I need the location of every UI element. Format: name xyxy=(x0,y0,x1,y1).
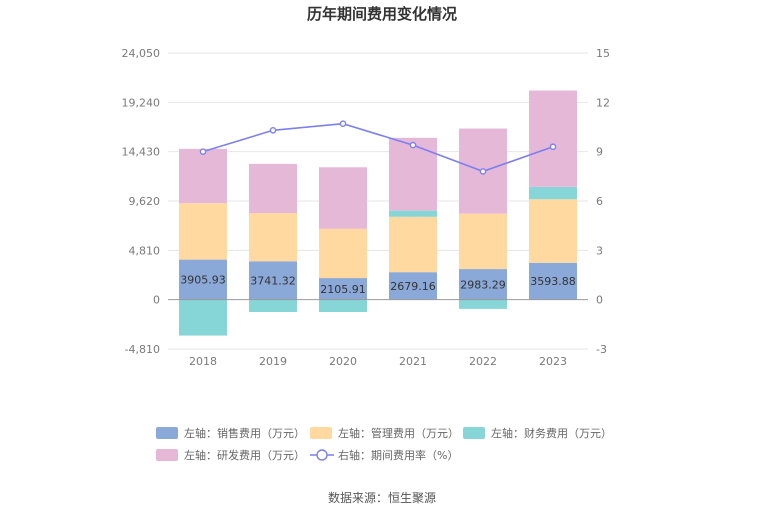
bar-segment xyxy=(529,90,577,187)
bar-data-label: 2105.91 xyxy=(320,283,366,296)
left-axis-tick-label: 24,050 xyxy=(122,47,161,60)
bar-segment xyxy=(179,203,227,260)
bar-segment xyxy=(179,148,227,204)
left-axis-tick-label: 19,240 xyxy=(122,96,161,109)
line-series-point xyxy=(549,143,557,151)
bar-segment xyxy=(179,299,227,336)
right-axis-tick-label: 3 xyxy=(596,244,603,257)
x-axis-tick-label: 2020 xyxy=(329,355,357,368)
x-axis-tick-label: 2019 xyxy=(259,355,287,368)
left-axis-tick-label: 14,430 xyxy=(122,146,161,159)
line-series-point xyxy=(409,141,417,149)
bar-segment xyxy=(319,278,367,300)
legend-swatch-icon xyxy=(463,427,485,439)
bar-segment xyxy=(319,228,367,279)
right-axis-tick-label: 12 xyxy=(596,96,610,109)
x-axis-tick-label: 2021 xyxy=(399,355,427,368)
x-axis-tick-label: 2023 xyxy=(539,355,567,368)
line-series-point xyxy=(269,126,277,134)
bar-data-label: 3905.93 xyxy=(180,274,226,287)
bar-segment xyxy=(459,269,507,300)
legend-swatch-icon xyxy=(156,427,178,439)
right-axis-tick-label: 9 xyxy=(596,146,603,159)
bar-segment xyxy=(389,210,437,217)
legend-label: 左轴：研发费用（万元） xyxy=(184,448,305,462)
right-axis-tick-label: 15 xyxy=(596,47,610,60)
legend-swatch-icon xyxy=(156,449,178,461)
left-axis-tick-label: 4,810 xyxy=(129,244,161,257)
source-note: 数据来源：恒生聚源 xyxy=(328,490,436,505)
legend-label: 左轴：销售费用（万元） xyxy=(184,426,305,440)
line-series-point xyxy=(479,168,487,175)
bar-segment xyxy=(529,262,577,300)
bar-segment xyxy=(249,261,297,300)
bar-segment xyxy=(389,216,437,273)
legend-label: 左轴：财务费用（万元） xyxy=(491,426,612,440)
bar-segment xyxy=(249,299,297,312)
right-axis-tick-label: -3 xyxy=(596,343,607,356)
x-axis-tick-label: 2018 xyxy=(189,355,217,368)
bars-layer: 3905.93 3741.32 2105.91 2679.16 2983.29 3593.… xyxy=(179,90,577,336)
bar-segment xyxy=(319,299,367,312)
right-axis-tick-label: 0 xyxy=(596,294,603,307)
axes-layer: 24,050 15 19,240 12 14,430 9 9,620 6 4,810 3 0 0 -4,… xyxy=(122,47,611,368)
bar-data-label: 2679.16 xyxy=(390,280,436,293)
bar-segment xyxy=(459,299,507,309)
legend-marker-icon xyxy=(316,449,328,461)
legend-swatch-icon xyxy=(310,427,332,439)
line-series-point xyxy=(339,120,347,128)
bar-segment xyxy=(179,259,227,300)
bar-segment xyxy=(249,163,297,214)
bar-segment xyxy=(529,186,577,200)
bar-segment xyxy=(389,137,437,211)
bar-segment xyxy=(319,167,367,229)
legend-label: 右轴：期间费用率（%） xyxy=(338,448,458,462)
bar-data-label: 3741.32 xyxy=(250,274,296,287)
bar-segment xyxy=(249,213,297,262)
legend-label: 左轴：管理费用（万元） xyxy=(338,426,459,440)
legend: 左轴：销售费用（万元） 左轴：管理费用（万元） 左轴：财务费用（万元） 左轴：研发费用… xyxy=(156,426,612,462)
bar-segment xyxy=(389,272,437,300)
bar-segment xyxy=(529,199,577,263)
x-axis-tick-label: 2022 xyxy=(469,355,497,368)
line-layer xyxy=(199,120,557,175)
bar-data-label: 2983.29 xyxy=(460,278,506,291)
grid-layer xyxy=(168,52,588,350)
left-axis-tick-label: 9,620 xyxy=(129,195,161,208)
bar-data-label: 3593.88 xyxy=(530,275,576,288)
line-series-point xyxy=(199,148,207,155)
bar-segment xyxy=(459,213,507,270)
left-axis-tick-label: 0 xyxy=(153,294,160,307)
right-axis-tick-label: 6 xyxy=(596,195,603,208)
line-series-path xyxy=(202,122,554,173)
chart-title: 历年期间费用变化情况 xyxy=(307,5,457,23)
left-axis-tick-label: -4,810 xyxy=(125,343,160,356)
